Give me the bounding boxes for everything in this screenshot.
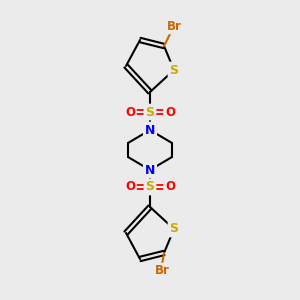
Text: Br: Br [154, 265, 169, 278]
Text: S: S [146, 106, 154, 118]
Text: Br: Br [167, 20, 182, 32]
Text: S: S [169, 64, 178, 76]
Text: S: S [146, 181, 154, 194]
Text: N: N [145, 124, 155, 136]
Text: O: O [125, 106, 135, 118]
Text: N: N [145, 164, 155, 176]
Text: S: S [169, 223, 178, 236]
Text: O: O [125, 181, 135, 194]
Text: O: O [165, 106, 175, 118]
Text: O: O [165, 181, 175, 194]
